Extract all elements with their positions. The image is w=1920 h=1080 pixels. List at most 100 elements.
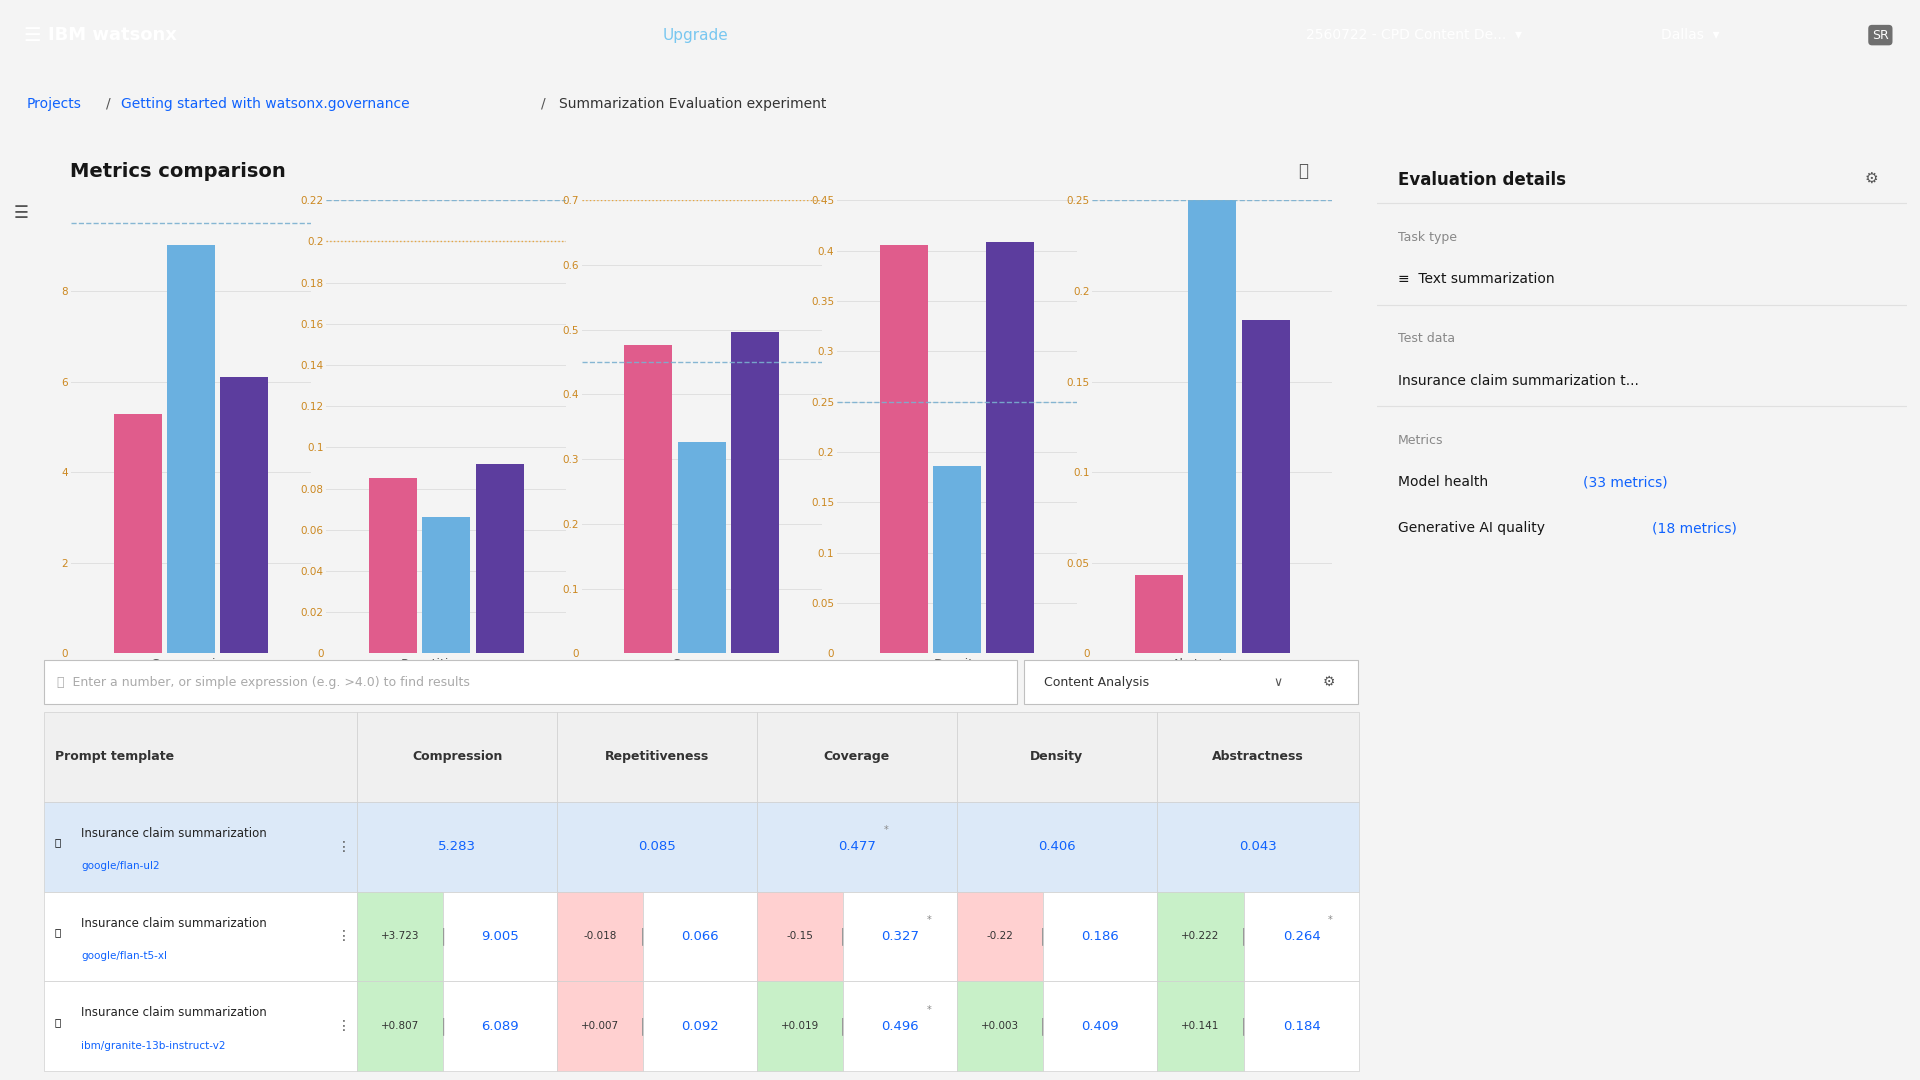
Text: google/flan-t5-xl: google/flan-t5-xl [81,951,167,961]
Text: Insurance claim summarization t...: Insurance claim summarization t... [1398,374,1638,388]
Text: 0.496: 0.496 [881,1020,920,1032]
Text: Task type: Task type [1398,231,1457,244]
Bar [444,892,557,982]
Text: 0.186: 0.186 [1081,930,1119,943]
Text: Test data: Test data [1398,333,1455,346]
Bar [221,378,269,653]
Text: Abstractness: Abstractness [1212,751,1304,764]
Bar [756,892,843,982]
Bar [44,892,357,982]
Text: Generative AI quality: Generative AI quality [1398,521,1549,535]
Text: 0.085: 0.085 [637,840,676,853]
Bar [476,464,524,653]
Bar [1188,175,1236,653]
Text: -0.22: -0.22 [987,931,1014,942]
Text: 📍: 📍 [54,927,61,937]
Bar [422,517,470,653]
Bar [369,478,417,653]
Text: 5.283: 5.283 [438,840,476,853]
Bar [357,712,557,801]
Text: 0.184: 0.184 [1283,1020,1321,1032]
Bar [956,892,1043,982]
Text: SR: SR [1872,28,1889,42]
Bar [624,345,672,653]
Text: 0.406: 0.406 [1039,840,1075,853]
Text: +0.019: +0.019 [781,1022,820,1031]
Bar [167,245,215,653]
Bar [843,982,956,1071]
Text: 🔍  Enter a number, or simple expression (e.g. >4.0) to find results: 🔍 Enter a number, or simple expression (… [58,675,470,689]
Bar [1158,892,1244,982]
Bar [756,982,843,1071]
Text: 2560722 - CPD Content De...  ▾: 2560722 - CPD Content De... ▾ [1306,28,1523,42]
Bar [1244,892,1359,982]
Text: 0.043: 0.043 [1238,840,1277,853]
Bar [357,892,444,982]
Bar [1158,801,1359,892]
Bar [1158,982,1244,1071]
Bar [643,892,756,982]
Text: ⚙: ⚙ [1864,171,1878,186]
Text: Coverage: Coverage [824,751,891,764]
Bar [557,982,643,1071]
Text: +0.807: +0.807 [380,1022,419,1031]
Text: ibm/granite-13b-instruct-v2: ibm/granite-13b-instruct-v2 [81,1041,225,1051]
Bar [956,801,1158,892]
Text: │: │ [1238,928,1248,945]
Bar [557,712,756,801]
Bar [956,982,1043,1071]
Bar [1135,576,1183,653]
Text: 0.066: 0.066 [682,930,718,943]
Bar [643,982,756,1071]
Bar [879,244,927,653]
Bar [678,442,726,653]
Text: Metrics comparison: Metrics comparison [71,162,286,180]
Text: 📍: 📍 [54,1017,61,1027]
Text: ⋮: ⋮ [338,839,351,853]
Text: Insurance claim summarization: Insurance claim summarization [81,917,267,930]
Bar [956,712,1158,801]
Text: *: * [927,1005,931,1015]
Text: 0.327: 0.327 [881,930,920,943]
Text: ∨: ∨ [1273,675,1283,689]
Bar [732,333,780,653]
Text: 0.477: 0.477 [837,840,876,853]
Text: +3.723: +3.723 [380,931,419,942]
Bar [557,892,643,982]
Text: ⚙: ⚙ [1323,675,1334,689]
Text: Getting started with watsonx.governance: Getting started with watsonx.governance [121,97,409,110]
Bar [987,242,1035,653]
Text: ⤢: ⤢ [1298,162,1309,180]
Bar [357,982,444,1071]
Text: 6.089: 6.089 [482,1020,518,1032]
Text: │: │ [1039,928,1048,945]
Text: IBM watsonx: IBM watsonx [48,26,177,44]
Text: Content Analysis: Content Analysis [1044,675,1148,689]
Bar [1043,892,1158,982]
Text: +0.007: +0.007 [582,1022,618,1031]
Bar [44,801,357,892]
Bar [843,892,956,982]
Bar [933,467,981,653]
Bar [1242,320,1290,653]
Text: Repetitiveness: Repetitiveness [605,751,708,764]
Text: 📍: 📍 [54,837,61,847]
Text: │: │ [1238,1017,1248,1036]
Text: Summarization Evaluation experiment: Summarization Evaluation experiment [559,97,826,110]
Text: Prompt template: Prompt template [54,751,175,764]
Text: ⋮: ⋮ [338,930,351,944]
Bar [1244,982,1359,1071]
Bar [357,801,557,892]
Text: │: │ [438,1017,447,1036]
Text: Dallas  ▾: Dallas ▾ [1661,28,1720,42]
Text: Insurance claim summarization: Insurance claim summarization [81,826,267,839]
Text: Density: Density [1031,751,1083,764]
Text: (33 metrics): (33 metrics) [1584,475,1668,489]
Text: │: │ [1039,1017,1048,1036]
Text: Projects: Projects [27,97,83,110]
Text: +0.003: +0.003 [981,1022,1020,1031]
Text: +0.222: +0.222 [1181,931,1219,942]
Bar [113,414,161,653]
Bar [1043,982,1158,1071]
Text: (18 metrics): (18 metrics) [1653,521,1738,535]
